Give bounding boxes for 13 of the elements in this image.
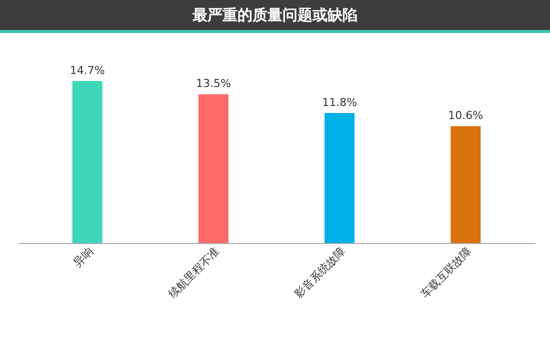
bar [324, 112, 355, 243]
bar [450, 126, 481, 243]
data-label: 13.5% [196, 77, 231, 90]
x-tick-label: 车载互联故障 [418, 244, 474, 301]
chart-title: 最严重的质量问题或缺陷 [192, 6, 358, 24]
x-tick-label: 影音系统故障 [292, 244, 348, 301]
data-label: 14.7% [70, 64, 105, 77]
bar [72, 81, 102, 243]
x-tick-label: 异响 [71, 244, 96, 270]
data-label: 10.6% [448, 109, 484, 122]
bar [198, 94, 228, 243]
x-tick-label: 续航里程不准 [166, 244, 222, 301]
data-label: 11.8% [322, 96, 358, 109]
